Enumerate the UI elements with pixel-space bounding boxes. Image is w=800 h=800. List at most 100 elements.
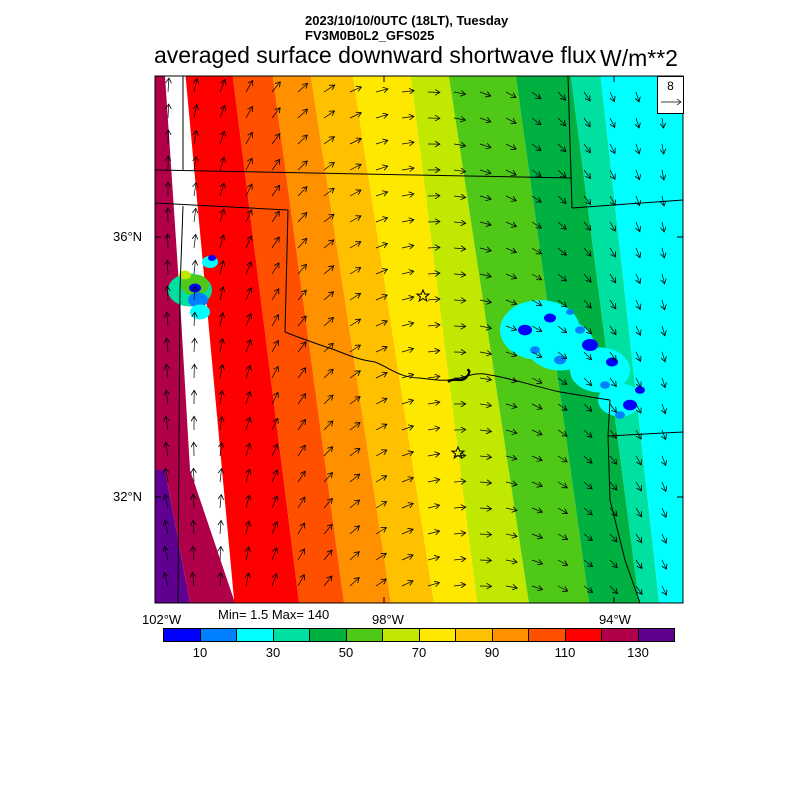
wind-arrow	[453, 118, 466, 120]
wind-arrow	[245, 81, 253, 93]
wind-arrow	[662, 455, 666, 465]
wind-arrow	[323, 163, 334, 171]
wind-arrow	[531, 586, 543, 590]
wind-arrow	[349, 371, 360, 379]
colorbar-swatch	[529, 629, 566, 641]
wind-arrow	[662, 533, 666, 543]
wind-arrow	[375, 140, 388, 144]
wind-arrow	[609, 403, 616, 412]
colorbar	[163, 628, 675, 642]
flux-band	[155, 76, 235, 603]
wind-arrow	[323, 576, 332, 587]
wind-arrow	[297, 290, 306, 301]
wind-arrow	[349, 500, 360, 509]
wind-arrow	[583, 585, 593, 592]
wind-arrow	[271, 496, 277, 509]
wind-arrow	[505, 326, 517, 330]
wind-arrow	[531, 273, 542, 280]
wind-arrow	[375, 244, 388, 249]
vector-reference-value: 8	[667, 79, 674, 93]
wind-arrow	[531, 117, 541, 125]
colorbar-label: 130	[627, 645, 649, 660]
flux-band	[410, 76, 529, 603]
wind-arrow	[323, 292, 334, 301]
wind-arrow	[453, 222, 466, 223]
wind-arrow	[271, 211, 279, 223]
wind-arrow	[375, 115, 388, 119]
wind-arrow	[245, 288, 251, 301]
colorbar-swatch	[310, 629, 347, 641]
wind-arrow	[245, 366, 250, 379]
wind-arrow	[453, 92, 466, 94]
wind-arrow	[427, 351, 440, 353]
colorbar-swatch	[456, 629, 493, 641]
wind-arrow	[662, 559, 666, 569]
wind-arrow	[505, 586, 517, 588]
wind-arrow	[583, 429, 592, 437]
flux-band	[232, 76, 345, 603]
wind-arrow	[194, 234, 196, 249]
flux-band	[272, 76, 391, 603]
wind-arrow	[166, 442, 168, 457]
wind-arrow	[246, 547, 249, 561]
wind-arrow	[609, 117, 615, 127]
cloud-patch	[582, 339, 598, 351]
wind-arrow	[557, 169, 566, 178]
wind-arrow	[427, 505, 440, 508]
wind-arrow	[479, 378, 491, 380]
wind-arrow	[662, 585, 667, 595]
wind-arrow	[168, 78, 169, 93]
colorbar-swatch	[346, 629, 383, 641]
wind-arrow	[375, 528, 386, 535]
city-star	[415, 288, 431, 303]
wind-arrow	[401, 555, 413, 561]
cloud-patch	[530, 346, 540, 354]
wind-arrow	[375, 502, 387, 509]
wind-arrow	[297, 523, 305, 535]
wind-arrow	[401, 374, 414, 378]
wind-arrow	[375, 398, 387, 405]
wind-arrow	[246, 443, 250, 457]
wind-arrow	[375, 424, 387, 431]
wind-arrow	[167, 338, 169, 353]
wind-arrow	[297, 109, 308, 119]
wind-arrow	[271, 548, 277, 561]
wind-arrow	[609, 585, 617, 594]
wind-arrow	[505, 378, 517, 382]
wind-arrow	[323, 318, 334, 327]
wind-arrow	[531, 299, 542, 306]
wind-arrow	[271, 134, 280, 145]
wind-arrow	[401, 529, 413, 535]
wind-arrow	[531, 429, 542, 435]
wind-arrow	[349, 164, 361, 171]
wind-arrow	[297, 575, 304, 587]
wind-arrow	[635, 585, 642, 594]
wind-arrow	[583, 559, 593, 567]
wind-arrow	[609, 351, 616, 361]
wind-arrow	[167, 260, 168, 275]
wind-arrow	[453, 559, 466, 560]
wind-arrow	[401, 116, 414, 118]
city-star	[450, 445, 466, 460]
wind-arrow	[220, 365, 223, 379]
wind-arrow	[583, 195, 591, 204]
wind-arrow	[245, 340, 251, 353]
wind-arrow	[401, 142, 414, 144]
wind-arrow	[323, 524, 332, 535]
border-tx-la	[607, 435, 641, 603]
wind-arrow	[245, 106, 253, 119]
wind-arrow	[531, 534, 542, 538]
cloud-patch	[623, 399, 637, 411]
wind-arrow	[557, 91, 566, 100]
wind-arrow	[479, 560, 492, 561]
lat-label-32n: 32°N	[113, 489, 143, 504]
wind-arrow	[194, 312, 195, 327]
wind-arrow	[557, 273, 566, 281]
wind-arrow	[583, 325, 591, 334]
wind-arrow	[557, 221, 566, 229]
cloud-patch	[179, 270, 191, 280]
wind-arrow	[427, 402, 440, 404]
wind-arrow	[505, 91, 516, 98]
cloud-patch	[190, 304, 210, 320]
